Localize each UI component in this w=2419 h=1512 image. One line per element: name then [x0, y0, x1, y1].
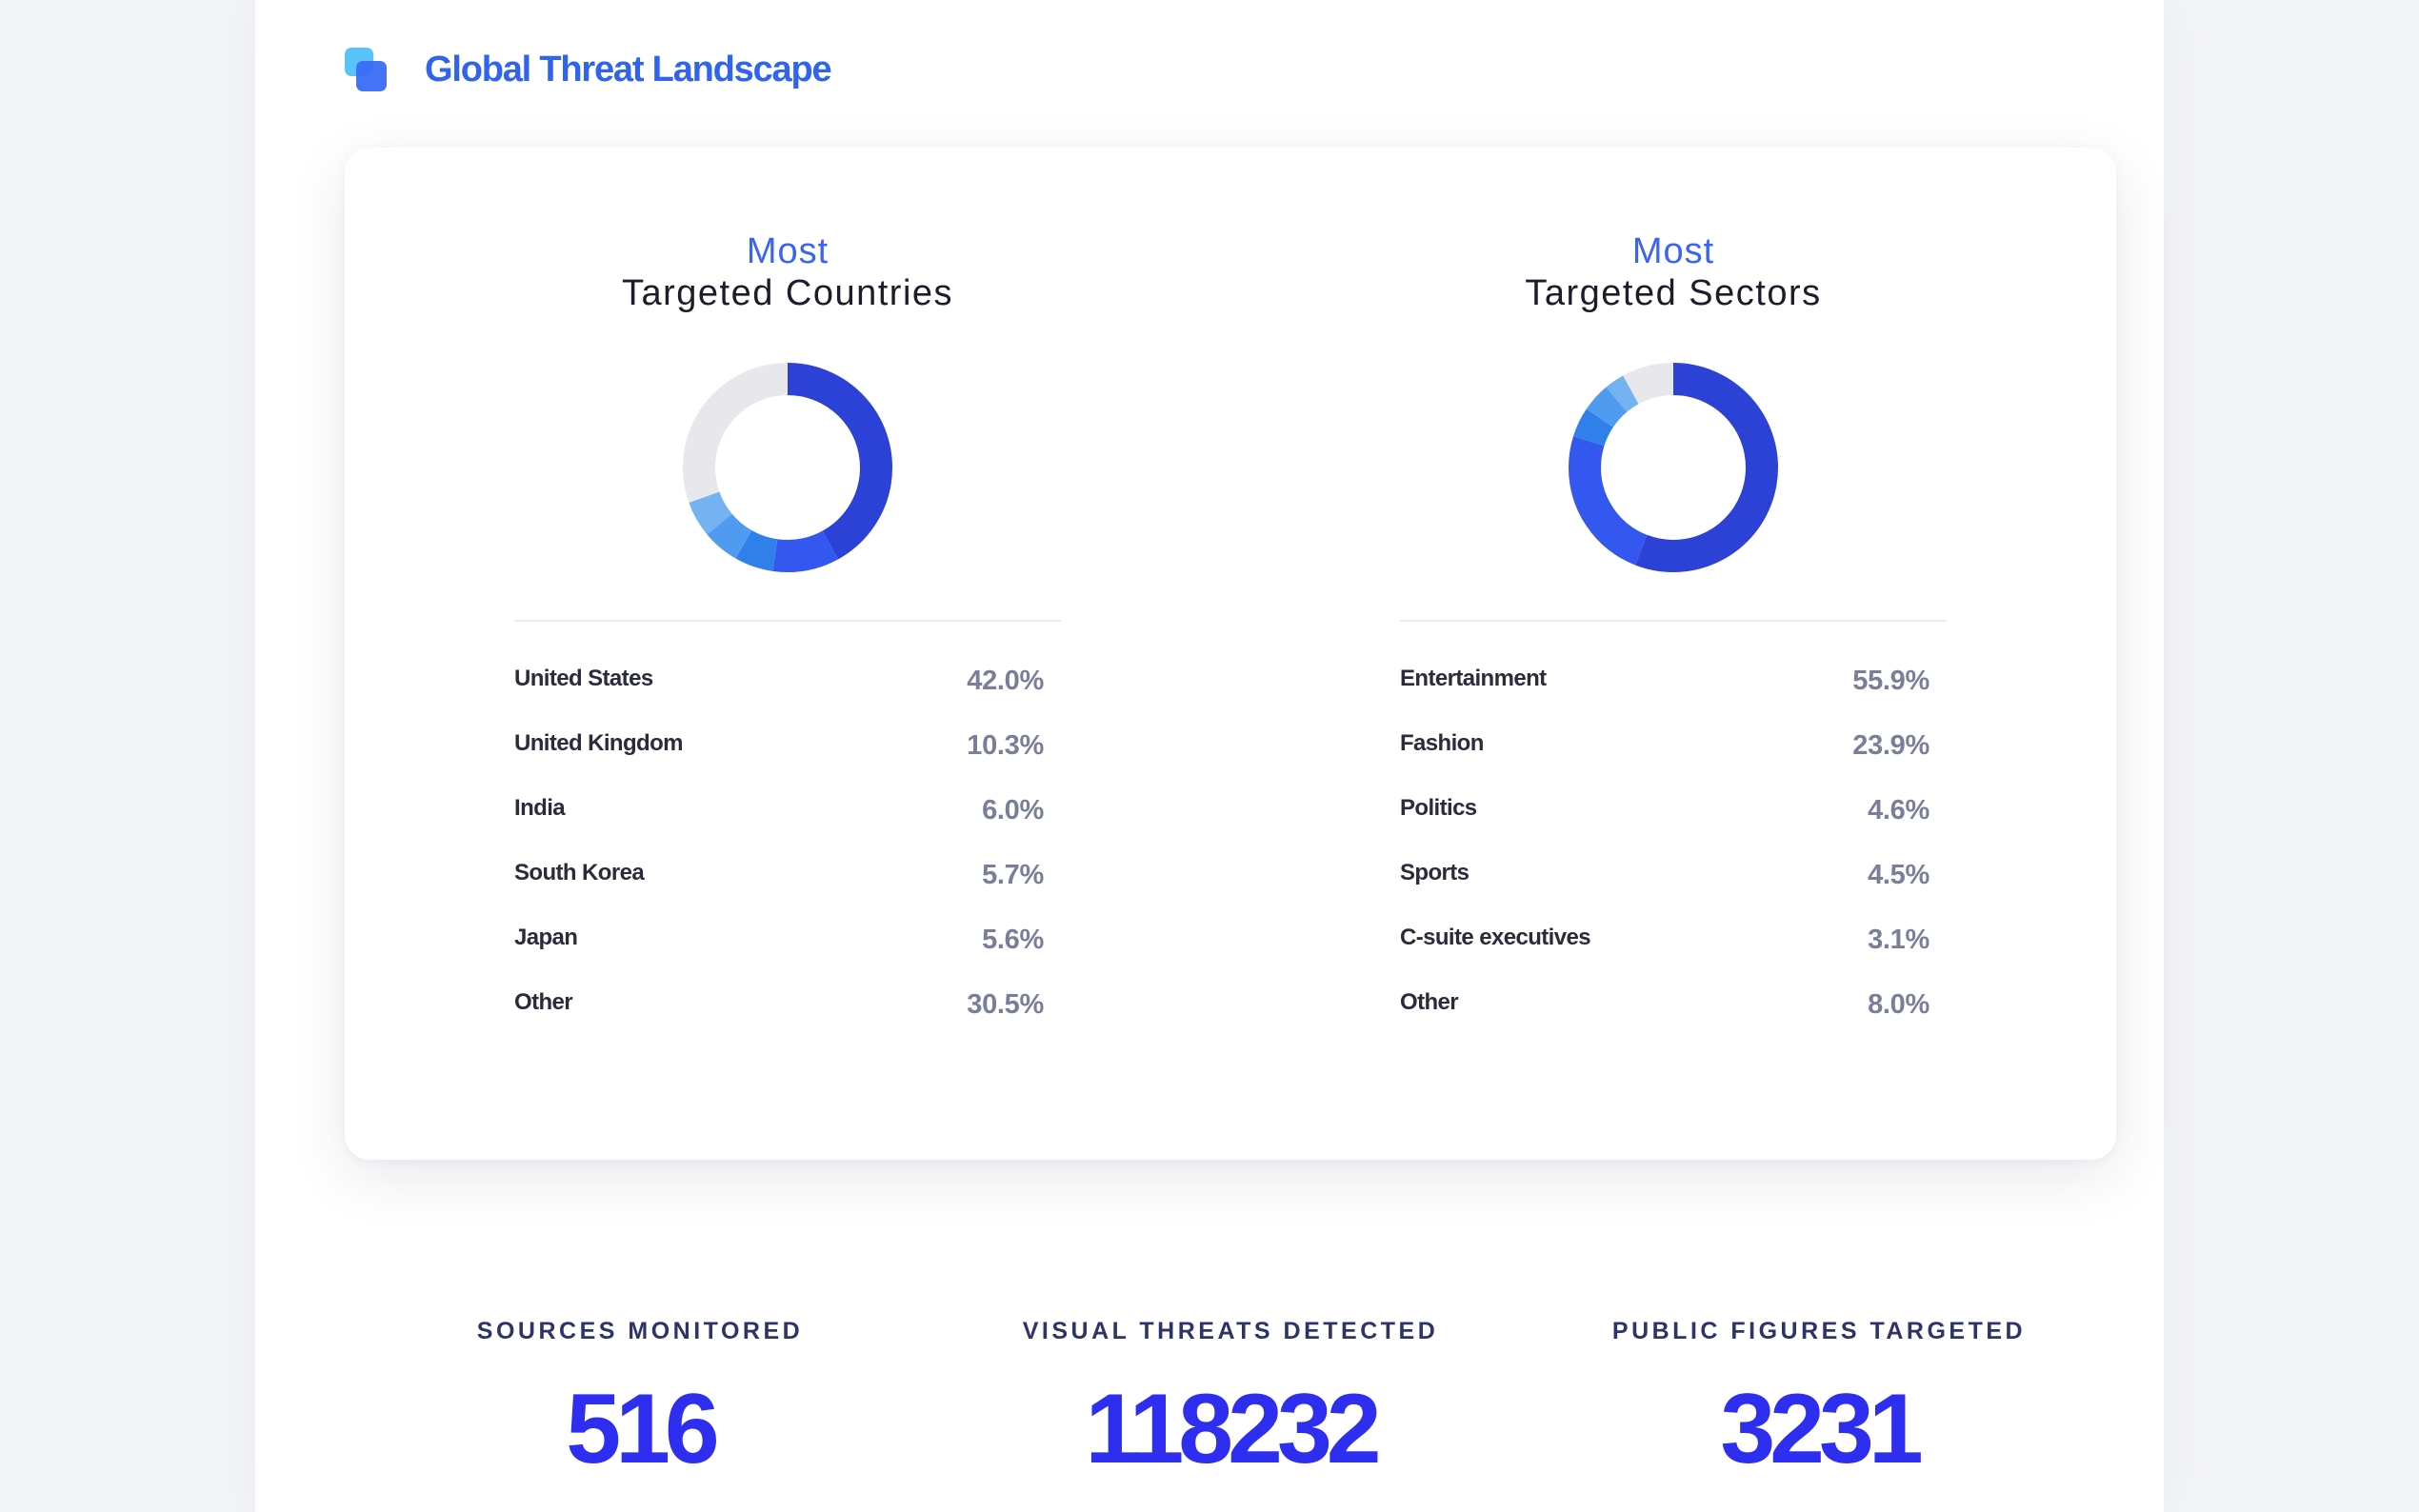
list-item: Japan 5.6% [514, 925, 1061, 989]
stat-visual-threats: VISUAL THREATS DETECTED 118232 [935, 1318, 1526, 1479]
item-label: Entertainment [1400, 666, 1547, 691]
stat-sources-monitored: SOURCES MONITORED 516 [345, 1318, 935, 1479]
countries-panel: Most Targeted Countries United States 42.… [514, 148, 1061, 1160]
item-value: 42.0% [967, 666, 1044, 696]
panel-title: Targeted Countries [621, 273, 954, 313]
list-item: Other 8.0% [1400, 989, 1947, 1054]
item-value: 6.0% [982, 795, 1044, 826]
panel-title-most: Most [746, 231, 830, 271]
sectors-list: Entertainment 55.9% Fashion 23.9% Politics 4.… [1400, 666, 1947, 1054]
list-item: United Kingdom 10.3% [514, 730, 1061, 795]
list-item: Fashion 23.9% [1400, 730, 1947, 795]
item-value: 23.9% [1852, 730, 1929, 761]
item-label: Japan [514, 925, 578, 950]
divider [514, 620, 1061, 622]
sectors-donut-chart [1569, 363, 1778, 572]
stat-label: SOURCES MONITORED [476, 1318, 804, 1344]
item-label: United Kingdom [514, 730, 684, 756]
stat-label: PUBLIC FIGURES TARGETED [1611, 1318, 2027, 1344]
list-item: Sports 4.5% [1400, 860, 1947, 925]
item-value: 5.6% [982, 925, 1044, 955]
divider [1400, 620, 1947, 622]
item-value: 10.3% [967, 730, 1044, 761]
item-value: 30.5% [967, 989, 1044, 1020]
list-item: Entertainment 55.9% [1400, 666, 1947, 730]
donut-slice-united-kingdom [683, 363, 892, 572]
list-item: South Korea 5.7% [514, 860, 1061, 925]
item-label: India [514, 795, 566, 821]
list-item: India 6.0% [514, 795, 1061, 860]
threat-card: Most Targeted Countries United States 42.… [345, 148, 2116, 1160]
item-label: Sports [1400, 860, 1469, 885]
item-label: Other [514, 989, 573, 1015]
stat-label: VISUAL THREATS DETECTED [1022, 1318, 1439, 1344]
item-label: Fashion [1400, 730, 1484, 756]
item-label: Other [1400, 989, 1459, 1015]
item-value: 8.0% [1868, 989, 1929, 1020]
stat-value: 3231 [1720, 1374, 1923, 1484]
stat-value: 516 [566, 1374, 720, 1484]
item-value: 3.1% [1868, 925, 1929, 955]
donut-slice-other [1569, 363, 1778, 572]
logo-icon [345, 48, 387, 93]
item-value: 55.9% [1852, 666, 1929, 696]
item-value: 4.6% [1868, 795, 1929, 826]
stat-public-figures: PUBLIC FIGURES TARGETED 3231 [1524, 1318, 2114, 1479]
stat-value: 118232 [1085, 1374, 1381, 1484]
item-label: Politics [1400, 795, 1477, 821]
list-item: Politics 4.6% [1400, 795, 1947, 860]
list-item: United States 42.0% [514, 666, 1061, 730]
list-item: Other 30.5% [514, 989, 1061, 1054]
sectors-panel: Most Targeted Sectors Entertainment 55.9%… [1400, 148, 1947, 1160]
page-title: Global Threat Landscape [425, 50, 832, 90]
panel-title-most: Most [1631, 231, 1715, 271]
donut-slice-other [683, 363, 892, 572]
item-label: C-suite executives [1400, 925, 1591, 950]
donut-slice-fashion [1569, 363, 1778, 572]
item-label: South Korea [514, 860, 645, 885]
item-label: United States [514, 666, 653, 691]
item-value: 4.5% [1868, 860, 1929, 890]
countries-donut-chart [683, 363, 892, 572]
item-value: 5.7% [982, 860, 1044, 890]
list-item: C-suite executives 3.1% [1400, 925, 1947, 989]
countries-list: United States 42.0% United Kingdom 10.3% Ind… [514, 666, 1061, 1054]
panel-title: Targeted Sectors [1525, 273, 1822, 313]
